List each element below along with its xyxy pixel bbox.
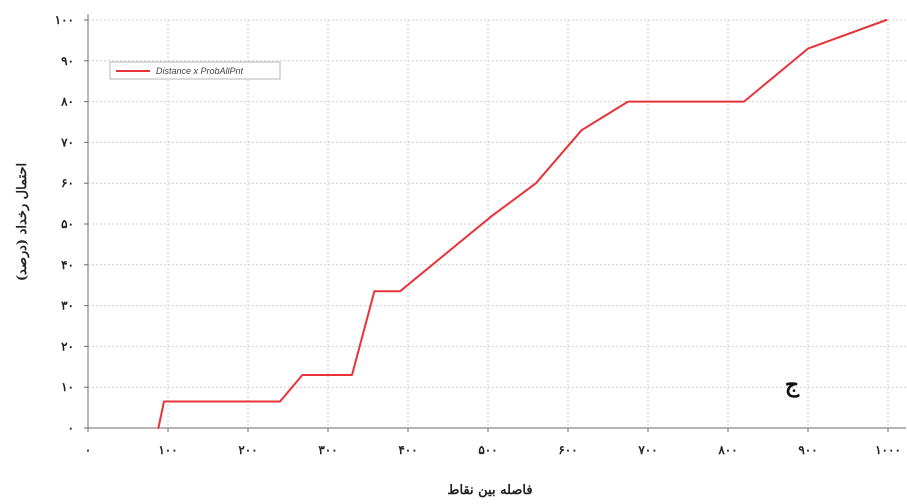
- y-tick-label: ۳۰: [61, 299, 74, 313]
- y-tick-label: ۷۰: [60, 135, 74, 149]
- y-tick-label: ۸۰: [60, 95, 74, 109]
- legend-box: [109, 61, 281, 80]
- x-tick-label: ۴۰۰: [398, 443, 417, 457]
- x-axis-title: فاصله بین نقاط: [447, 483, 532, 498]
- y-tick-label: ۱۰: [61, 380, 74, 394]
- x-tick-label: ۵۰۰: [478, 443, 497, 457]
- y-tick-label: ۵۰: [61, 217, 74, 231]
- x-tick-label: ۳۰۰: [318, 443, 337, 457]
- y-tick-label: ۹۰: [61, 54, 74, 68]
- legend: Distance x ProbAllPnt: [109, 61, 281, 80]
- x-tick-label: ۰: [85, 443, 91, 457]
- x-tick-label: ۱۰۰: [158, 443, 177, 457]
- y-tick-label: ۱۰۰: [55, 13, 74, 27]
- x-tick-label: ۷۰۰: [637, 443, 657, 457]
- x-tick-label: ۲۰۰: [238, 443, 257, 457]
- x-tick-label: ۸۰۰: [717, 443, 737, 457]
- x-tick-label: ۱۰۰۰: [875, 443, 901, 457]
- series-lines: [157, 19, 888, 429]
- gridlines: [88, 19, 906, 428]
- y-tick-label: ۴۰: [61, 258, 74, 272]
- y-tick-label: ۲۰: [61, 339, 74, 353]
- legend-entry-label: Distance x ProbAllPnt: [156, 66, 244, 76]
- x-axis-ticks: ۰ ۱۰۰ ۲۰۰ ۳۰۰ ۴۰۰ ۵۰۰ ۶۰۰ ۷۰۰ ۸۰۰ ۹۰۰ ۱۰۰۰: [85, 428, 901, 457]
- x-tick-label: ۹۰۰: [798, 443, 817, 457]
- y-axis-title: احتمال رخداد (درصد): [15, 163, 30, 281]
- y-axis-ticks: ۰ ۱۰ ۲۰ ۳۰ ۴۰ ۵۰ ۶۰ ۷۰ ۸۰ ۹۰ ۱۰۰: [55, 13, 88, 435]
- panel-label: ج: [785, 372, 800, 398]
- y-tick-label: ۶۰: [61, 176, 74, 190]
- axes: [87, 14, 906, 429]
- y-tick-label: ۰: [68, 421, 74, 435]
- x-tick-label: ۶۰۰: [558, 443, 577, 457]
- series-line: [157, 19, 888, 429]
